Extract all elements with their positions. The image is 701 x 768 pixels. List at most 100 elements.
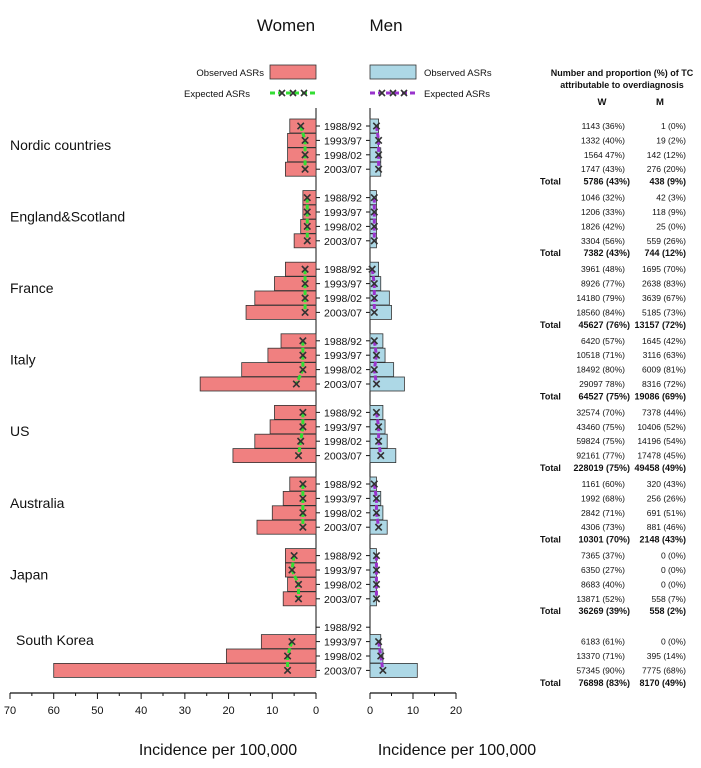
country-label: Italy [10, 352, 36, 368]
women-expected-marker [301, 279, 309, 288]
legend-men-observed-label: Observed ASRs [424, 68, 492, 79]
legend-men-observed-swatch [369, 64, 417, 80]
women-observed-bar [271, 505, 317, 521]
country-label: France [10, 280, 54, 296]
men-expected-line [374, 125, 381, 170]
table-total-m: 19086 (69%) [634, 391, 686, 401]
table-cell-m: 6009 (81%) [642, 365, 686, 375]
women-expected-marker [299, 494, 307, 503]
men-observed-bar [369, 376, 405, 392]
women-x-tick-label: 50 [91, 705, 103, 717]
men-expected-marker [370, 365, 379, 374]
men-observed-bar [369, 448, 397, 464]
men-x-tick-label: 20 [450, 705, 462, 717]
table-cell-w: 10518 (71%) [576, 350, 625, 360]
women-observed-bar [267, 347, 317, 363]
women-expected-marker [288, 566, 296, 574]
women-expected-marker [301, 294, 309, 302]
men-expected-marker [370, 337, 379, 345]
women-expected-marker [299, 523, 307, 531]
men-observed-bar [369, 663, 418, 678]
men-expected-marker [368, 265, 376, 273]
women-x-tick-label: 30 [179, 705, 191, 717]
table-cell-m: 17478 (45%) [637, 451, 686, 461]
period-label: 1988/92 [324, 193, 362, 205]
men-expected-marker [376, 652, 385, 660]
women-observed-bar [284, 261, 317, 277]
table-total-w: 45627 (76%) [578, 320, 630, 330]
women-x-tick-label: 40 [135, 705, 147, 717]
table-cell-m: 0 (0%) [661, 565, 686, 575]
table-cell-w: 1992 (68%) [581, 493, 625, 503]
period-label: 1993/97 [324, 350, 362, 362]
table-cell-m: 118 (9%) [652, 207, 686, 217]
period-label: 1998/02 [324, 651, 362, 663]
women-observed-bar [284, 161, 317, 177]
period-label: 1998/02 [324, 508, 362, 520]
women-observed-bar [254, 433, 317, 449]
women-expected-marker [290, 551, 298, 560]
men-expected-marker [372, 551, 381, 560]
men-expected-marker [370, 294, 379, 302]
men-expected-marker [372, 122, 381, 130]
women-observed-bar [245, 304, 317, 320]
women-expected-marker [301, 151, 309, 159]
women-expected-marker [299, 408, 307, 417]
table-cell-w: 1143 (36%) [582, 121, 625, 131]
women-observed-bar [282, 490, 317, 506]
women-observed-bar [225, 648, 317, 664]
table-total-w: 10301 (70%) [578, 535, 630, 545]
period-label: 2003/07 [324, 307, 362, 319]
table-cell-w: 7365 (37%) [581, 551, 625, 561]
table-cell-w: 8926 (77%) [581, 279, 625, 289]
legend-men-expected-marker [389, 89, 397, 97]
women-expected-marker [299, 509, 307, 517]
women-expected-marker [296, 437, 305, 445]
men-expected-marker [372, 580, 381, 589]
table-total-label: Total [540, 463, 561, 473]
women-expected-marker [301, 308, 309, 317]
table-cell-m: 5185 (73%) [642, 307, 686, 317]
legend-women-expected-marker [289, 89, 297, 97]
period-label: 1988/92 [324, 336, 362, 348]
table-cell-m: 2638 (83%) [642, 279, 686, 289]
women-expected-marker [303, 208, 312, 216]
period-label: 1993/97 [324, 637, 362, 649]
table-cell-w: 6183 (61%) [581, 637, 625, 647]
legend-women-expected-marker [300, 89, 308, 97]
legend-women-observed-swatch [269, 64, 317, 80]
women-observed-bar [302, 190, 317, 206]
period-label: 2003/07 [324, 665, 362, 677]
country-label: England&Scotland [10, 208, 125, 224]
period-label: 1988/92 [324, 264, 362, 276]
women-observed-bar [302, 204, 317, 220]
women-x-tick-label: 0 [313, 705, 319, 717]
table-cell-w: 59824 (75%) [576, 436, 625, 446]
table-cell-m: 276 (20%) [647, 164, 686, 174]
table-total-w: 36269 (39%) [578, 606, 630, 616]
men-expected-line [372, 483, 381, 528]
men-expected-marker [376, 451, 385, 460]
table-total-w: 7382 (43%) [583, 248, 630, 258]
women-expected-marker [299, 365, 307, 374]
men-title: Men [369, 16, 402, 35]
women-x-tick-label: 60 [48, 705, 60, 717]
men-expected-marker [370, 480, 379, 488]
table-cell-m: 1645 (42%) [642, 336, 686, 346]
table-total-m: 8170 (49%) [639, 678, 686, 688]
country-label: Australia [10, 495, 65, 511]
table-total-w: 228019 (75%) [573, 463, 630, 473]
country-label: US [10, 423, 29, 439]
women-observed-bar [269, 419, 317, 435]
period-label: 1998/02 [324, 579, 362, 591]
table-col-m: M [656, 97, 664, 108]
men-expected-marker [374, 165, 383, 173]
period-label: 1998/02 [324, 221, 362, 233]
table-cell-w: 14180 (79%) [576, 293, 625, 303]
women-observed-bar [287, 132, 317, 148]
women-observed-bar [53, 663, 317, 678]
women-title: Women [257, 16, 315, 35]
country-label: Japan [10, 566, 48, 582]
period-label: 1993/97 [324, 565, 362, 577]
period-label: 1988/92 [324, 622, 362, 634]
